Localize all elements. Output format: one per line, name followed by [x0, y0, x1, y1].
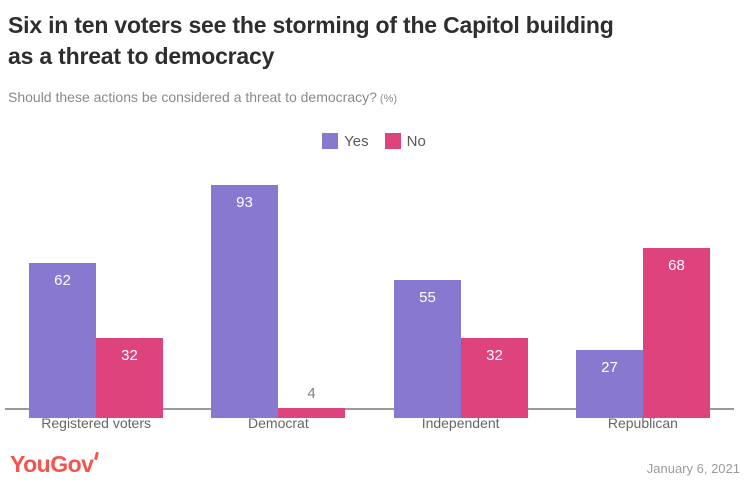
subtitle-percent-unit: (%) [379, 93, 398, 105]
bar-yes-democrat[interactable] [211, 185, 278, 418]
subtitle-text: Should these actions be considered a thr… [8, 89, 377, 105]
logo-tick-icon [94, 451, 100, 461]
bar-yes-registered-voters[interactable] [29, 263, 96, 418]
bar-chart: 62 32 Registered voters 93 4 Democrat 55 32 Inde… [0, 160, 748, 450]
yougov-logo[interactable]: YouGov [10, 451, 100, 478]
bar-yes-republican[interactable] [576, 350, 643, 418]
chart-title: Six in ten voters see the storming of th… [8, 10, 744, 72]
bar-no-independent[interactable] [461, 338, 528, 418]
value-label-yes-registered-voters: 62 [54, 272, 71, 289]
value-label-yes-republican: 27 [601, 359, 618, 376]
yougov-logo-text: YouGov [10, 451, 94, 477]
category-label-independent: Independent [421, 415, 500, 431]
date-label: January 6, 2021 [646, 461, 740, 476]
title-line-1: Six in ten voters see the storming of th… [8, 12, 614, 38]
bar-no-democrat[interactable] [278, 408, 345, 418]
value-label-no-democrat: 4 [307, 385, 316, 402]
legend-item-yes[interactable]: Yes [322, 132, 369, 150]
category-label-registered-voters: Registered voters [41, 415, 151, 431]
value-label-yes-independent: 55 [419, 289, 436, 306]
category-label-democrat: Democrat [248, 415, 309, 431]
x-axis-line [5, 408, 734, 410]
chart-subtitle: Should these actions be considered a thr… [8, 89, 397, 105]
value-label-no-republican: 68 [668, 257, 685, 274]
bar-no-registered-voters[interactable] [96, 338, 163, 418]
value-label-no-registered-voters: 32 [121, 347, 138, 364]
legend: Yes No [0, 132, 748, 150]
value-label-no-independent: 32 [486, 347, 503, 364]
legend-swatch-yes [322, 133, 339, 149]
legend-label-no: No [406, 132, 426, 150]
bar-yes-independent[interactable] [394, 280, 461, 418]
title-line-2: as a threat to democracy [8, 43, 275, 69]
legend-label-yes: Yes [344, 132, 369, 150]
category-label-republican: Republican [607, 415, 678, 431]
legend-swatch-no [384, 133, 401, 149]
value-label-yes-democrat: 93 [236, 194, 253, 211]
bar-no-republican[interactable] [643, 248, 710, 418]
legend-item-no[interactable]: No [384, 132, 426, 150]
